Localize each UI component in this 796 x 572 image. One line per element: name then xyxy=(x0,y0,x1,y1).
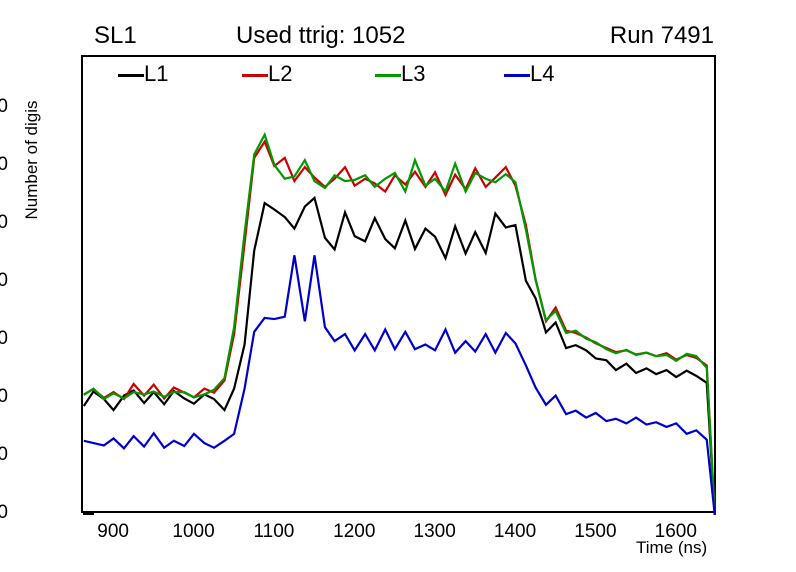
legend-label-l3: L3 xyxy=(401,61,426,86)
legend-swatch-l4 xyxy=(504,74,530,77)
y-axis-label: Number of digis xyxy=(22,100,41,220)
x-tick-label: 1600 xyxy=(654,521,697,542)
series-line-l2 xyxy=(83,139,716,515)
legend-swatch-l2 xyxy=(242,74,268,77)
y-tick-label: 3000 xyxy=(0,154,8,176)
series-line-l3 xyxy=(83,131,716,515)
legend-label-l1: L1 xyxy=(144,61,169,86)
legend-label-l4: L4 xyxy=(530,61,555,86)
y-tick-label: 2000 xyxy=(0,270,8,292)
series-line-l4 xyxy=(83,255,716,515)
x-tick-label: 1400 xyxy=(493,521,537,542)
pad-left-title: SL1 xyxy=(94,22,137,49)
x-axis-label: Time (ns) xyxy=(636,538,708,557)
x-tick-label: 1100 xyxy=(253,521,295,542)
y-tick-label: 0 xyxy=(0,502,8,523)
legend-swatch-l3 xyxy=(375,74,401,77)
x-tick-label: 1500 xyxy=(574,521,617,542)
x-tick-label: 1300 xyxy=(413,521,456,542)
legend-swatch-l1 xyxy=(118,74,144,77)
x-tick-label: 1000 xyxy=(172,521,215,542)
y-tick-label: 500 xyxy=(0,444,8,466)
plot-lines xyxy=(83,131,716,515)
pad-center-title: Used ttrig: 1052 xyxy=(236,22,406,49)
y-tick-label: 1500 xyxy=(0,328,8,350)
y-tick-label: 1000 xyxy=(0,386,8,408)
y-major-tick xyxy=(83,512,94,515)
x-tick-label: 1200 xyxy=(333,521,376,542)
legend-label-l2: L2 xyxy=(268,61,293,86)
series-line-l1 xyxy=(83,195,716,515)
y-tick-label: 2500 xyxy=(0,212,8,234)
y-tick-label: 3500 xyxy=(0,96,8,118)
pad-right-title: Run 7491 xyxy=(609,22,714,49)
x-tick-label: 900 xyxy=(97,521,129,542)
plot-frame xyxy=(81,55,716,515)
